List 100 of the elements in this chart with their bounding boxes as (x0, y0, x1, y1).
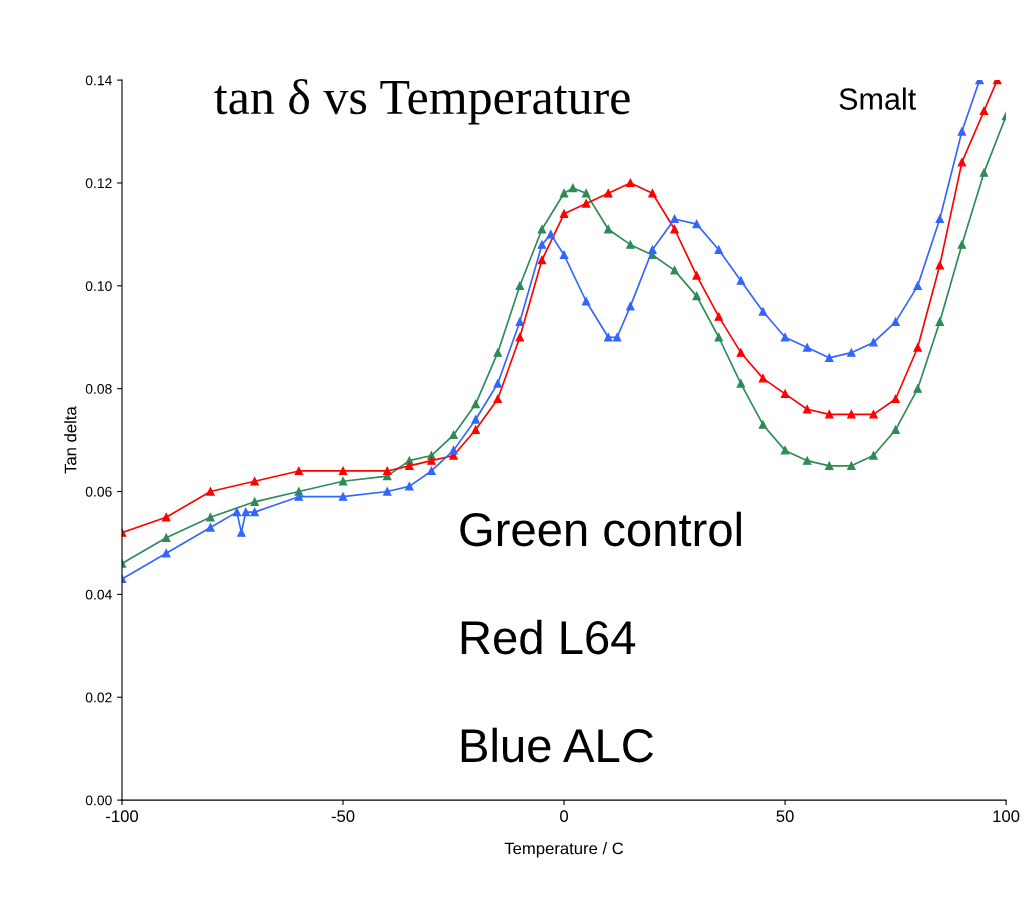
annotation: Smalt (839, 87, 916, 110)
point (162, 549, 171, 558)
point (758, 307, 768, 316)
point (604, 333, 613, 342)
point (891, 394, 900, 404)
point (847, 348, 856, 357)
point (670, 214, 679, 224)
point (957, 127, 967, 136)
point (493, 348, 502, 357)
point (626, 302, 635, 311)
point (736, 379, 746, 388)
annotation: Blue ALC (461, 727, 654, 763)
point (559, 250, 569, 260)
point (648, 245, 657, 254)
point (714, 312, 723, 321)
point (736, 276, 746, 285)
point (471, 399, 480, 409)
point (162, 513, 171, 522)
point (935, 317, 944, 326)
point (825, 410, 834, 419)
point (780, 389, 790, 398)
point (515, 333, 525, 342)
point (471, 415, 480, 424)
point (847, 410, 856, 419)
point (493, 379, 502, 388)
point (780, 333, 790, 342)
point (714, 333, 723, 342)
point (758, 374, 768, 383)
point (957, 158, 967, 167)
y-tick-label: 0.06 (85, 486, 112, 497)
point (383, 487, 392, 496)
point (449, 446, 458, 455)
y-axis-title: Tan delta (64, 406, 77, 474)
point (232, 507, 242, 517)
point (935, 261, 944, 270)
point (546, 230, 555, 239)
point (979, 168, 989, 177)
point (913, 281, 922, 290)
point (780, 446, 790, 455)
y-tick-label: 0.14 (85, 75, 112, 86)
point (869, 338, 878, 347)
point (471, 425, 480, 434)
point (847, 461, 856, 470)
point (241, 507, 250, 517)
point (515, 281, 525, 290)
annotation: Green control (460, 511, 741, 547)
point (405, 461, 414, 470)
point (891, 317, 900, 326)
point (250, 497, 259, 506)
point (537, 255, 547, 265)
point (670, 225, 679, 234)
point (294, 466, 303, 476)
point (383, 466, 392, 476)
y-tick-label: 0.10 (85, 281, 112, 291)
point (581, 189, 591, 198)
x-tick-label: 50 (776, 810, 794, 823)
point (692, 271, 701, 280)
point (626, 240, 635, 249)
point (250, 477, 259, 486)
point (604, 225, 613, 234)
point (626, 178, 635, 188)
y-tick-label: 0.00 (85, 795, 112, 806)
point (493, 394, 502, 404)
point (692, 219, 701, 229)
y-tick-label: 0.08 (85, 384, 112, 394)
point (825, 461, 834, 470)
point (294, 492, 303, 501)
point (957, 240, 967, 249)
point (648, 189, 657, 198)
point (913, 343, 922, 352)
point (559, 209, 569, 218)
point (913, 384, 922, 393)
point (758, 420, 768, 429)
point (670, 266, 679, 275)
point (869, 451, 878, 460)
point (568, 183, 578, 193)
y-tick-label: 0.02 (85, 692, 112, 703)
point (338, 466, 348, 476)
point (250, 507, 259, 517)
point (559, 189, 569, 198)
y-tick-label: 0.04 (85, 589, 112, 600)
point (162, 533, 171, 542)
point (206, 487, 215, 496)
x-tick-label: -100 (106, 810, 139, 823)
point (891, 425, 900, 434)
point (802, 405, 812, 414)
point (515, 317, 525, 326)
x-axis-title: Temperature / C (504, 842, 624, 858)
y-tick-label: 0.12 (85, 178, 112, 189)
point (692, 291, 701, 301)
point (206, 523, 215, 532)
point (449, 430, 458, 440)
annotation: Red L64 (461, 619, 636, 655)
point (237, 528, 246, 537)
point (427, 466, 436, 476)
point (427, 456, 436, 465)
point (714, 245, 723, 254)
point (537, 240, 547, 249)
point (979, 106, 989, 116)
x-tick-label: -50 (331, 810, 355, 823)
